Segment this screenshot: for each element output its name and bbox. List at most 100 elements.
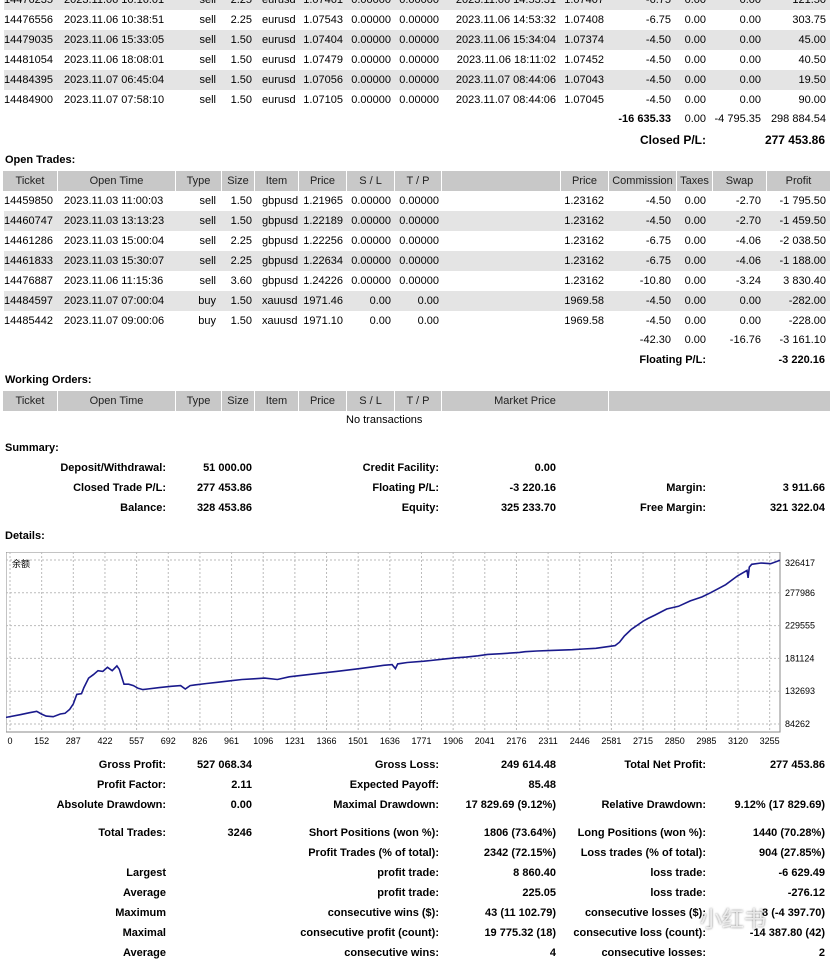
col-type[interactable]: Type — [176, 171, 222, 191]
total-trades-label: Total Trades: — [98, 827, 166, 839]
total-net-value: 277 453.86 — [769, 759, 825, 771]
closed-trade-cell: 14476556 — [4, 14, 53, 26]
col-profit[interactable]: Profit — [785, 175, 812, 187]
open-trade-cell: -4.50 — [645, 215, 671, 227]
closed-trade-cell: 14484395 — [4, 74, 53, 86]
col-tp[interactable]: T / P — [395, 391, 442, 411]
closed-trade-cell: 0.00000 — [399, 54, 439, 66]
closed-trade-cell: 2023.11.06 14:53:32 — [455, 14, 556, 26]
col-item[interactable]: Item — [255, 171, 299, 191]
open-trade-cell: 0.00000 — [399, 215, 439, 227]
open-trades-header: Ticket Open Time Type Size Item Price S … — [3, 171, 830, 191]
open-trade-row[interactable]: 14460747 2023.11.03 13:13:23 sell 1.50 gbpus… — [4, 211, 830, 231]
avg-consecutive-wins-value: 4 — [549, 947, 556, 959]
chart-x-tick-label: 1906 — [443, 736, 463, 746]
average-loss-label: loss trade: — [650, 887, 706, 899]
open-trade-cell: -1 188.00 — [779, 255, 826, 267]
equity-value: 325 233.70 — [500, 502, 556, 514]
col-size[interactable]: Size — [222, 171, 255, 191]
open-trade-cell: 0.00000 — [399, 255, 439, 267]
open-trade-row[interactable]: 14459850 2023.11.03 11:00:03 sell 1.50 gbpus… — [4, 191, 830, 211]
open-total-profit: -3 161.10 — [779, 334, 826, 346]
col-item[interactable]: Item — [255, 391, 299, 411]
gross-profit-value: 527 068.34 — [196, 759, 252, 771]
open-trade-cell: -2.70 — [735, 195, 761, 207]
closed-trade-cell: 303.75 — [792, 14, 826, 26]
col-market-price[interactable]: Price — [561, 171, 609, 191]
closed-trade-cell: 1.07479 — [303, 54, 343, 66]
open-trade-cell: -4.50 — [645, 295, 671, 307]
open-trade-cell: 0.00 — [684, 195, 706, 207]
open-trade-cell: 0.00 — [684, 235, 706, 247]
open-trade-row[interactable]: 14461833 2023.11.03 15:30:07 sell 2.25 gbpus… — [4, 251, 830, 271]
col-ticket[interactable]: Ticket — [3, 171, 58, 191]
open-trade-cell: 0.00000 — [351, 235, 391, 247]
closed-trade-cell: 0.00000 — [399, 0, 439, 6]
closed-trade-cell: 2023.11.07 06:45:04 — [64, 74, 165, 86]
open-trade-cell: gbpusd — [262, 195, 299, 207]
balance-series-line — [6, 559, 781, 719]
open-trade-cell: 14459850 — [4, 195, 53, 207]
largest-loss-value: -6 629.49 — [778, 867, 825, 879]
open-trade-cell: 2023.11.07 09:00:06 — [64, 315, 165, 327]
open-trade-cell: 1.23162 — [564, 195, 604, 207]
open-trade-cell: 0.00 — [369, 295, 391, 307]
col-size[interactable]: Size — [222, 391, 255, 411]
expected-payoff-value: 85.48 — [528, 779, 556, 791]
open-trade-row[interactable]: 14485442 2023.11.07 09:00:06 buy 1.50 xauusd… — [4, 311, 830, 331]
max-consecutive-losses-label: consecutive losses ($): — [584, 907, 706, 919]
closed-trade-cell: 121.50 — [792, 0, 826, 6]
col-open-time[interactable]: Open Time — [58, 391, 176, 411]
col-market-price[interactable]: Market Price — [442, 391, 609, 411]
chart-y-tick-label: 84262 — [785, 719, 810, 729]
credit-label: Credit Facility: — [362, 462, 439, 474]
closed-trade-cell: 0.00000 — [351, 54, 391, 66]
profit-factor-value: 2.11 — [231, 779, 252, 791]
chart-x-tick-label: 3255 — [760, 736, 780, 746]
col-commission[interactable]: Commission — [609, 171, 677, 191]
closed-trade-cell: eurusd — [262, 54, 296, 66]
closed-trade-cell: 1.07045 — [564, 94, 604, 106]
closed-trade-cell: sell — [199, 0, 216, 6]
open-trade-cell: gbpusd — [262, 215, 299, 227]
chart-x-tick-label: 2985 — [696, 736, 716, 746]
col-price[interactable]: Price — [299, 171, 347, 191]
closed-trade-cell: 1.07056 — [303, 74, 343, 86]
closed-trade-cell: 90.00 — [798, 94, 826, 106]
col-price[interactable]: Price — [299, 391, 347, 411]
open-trade-cell: sell — [199, 275, 216, 287]
open-trade-cell: 1.23162 — [564, 255, 604, 267]
col-sl[interactable]: S / L — [347, 391, 395, 411]
open-trade-row[interactable]: 14476887 2023.11.06 11:15:36 sell 3.60 gbpus… — [4, 271, 830, 291]
chart-x-tick-label: 287 — [66, 736, 81, 746]
col-type[interactable]: Type — [176, 391, 222, 411]
open-trade-cell: 2.25 — [230, 235, 252, 247]
closed-trade-cell: 1.50 — [230, 34, 252, 46]
closed-trade-cell: sell — [199, 14, 216, 26]
loss-trades-value: 904 (27.85%) — [758, 847, 825, 859]
chart-x-tick-label: 961 — [224, 736, 239, 746]
open-trade-cell: sell — [199, 235, 216, 247]
closed-trade-cell: 0.00000 — [351, 94, 391, 106]
closed-pl-value: 277 453.86 — [764, 133, 825, 147]
col-swap[interactable]: Swap — [713, 171, 767, 191]
closed-trade-row: 14484395 2023.11.07 06:45:04 sell 1.50 eurus… — [4, 70, 830, 90]
chart-x-tick-label: 1231 — [285, 736, 305, 746]
open-trade-cell: 14461833 — [4, 255, 53, 267]
col-ticket[interactable]: Ticket — [3, 391, 58, 411]
open-trade-cell: 2023.11.03 15:30:07 — [64, 255, 165, 267]
rel-drawdown-label: Relative Drawdown: — [601, 799, 706, 811]
open-trade-cell: 0.00 — [417, 295, 439, 307]
open-trade-row[interactable]: 14461286 2023.11.03 15:00:04 sell 2.25 gbpus… — [4, 231, 830, 251]
col-tp[interactable]: T / P — [395, 171, 442, 191]
closed-trade-cell: -4.50 — [645, 34, 671, 46]
open-trade-cell: -6.75 — [645, 255, 671, 267]
open-trade-row[interactable]: 14484597 2023.11.07 07:00:04 buy 1.50 xauusd… — [4, 291, 830, 311]
abs-drawdown-label: Absolute Drawdown: — [56, 799, 166, 811]
col-open-time[interactable]: Open Time — [58, 171, 176, 191]
col-sl[interactable]: S / L — [347, 171, 395, 191]
total-trades-value: 3246 — [227, 827, 252, 839]
col-taxes[interactable]: Taxes — [677, 171, 713, 191]
closed-trade-cell: 2023.11.06 10:16:01 — [64, 0, 165, 6]
closed-trade-cell: 0.00000 — [351, 0, 391, 6]
